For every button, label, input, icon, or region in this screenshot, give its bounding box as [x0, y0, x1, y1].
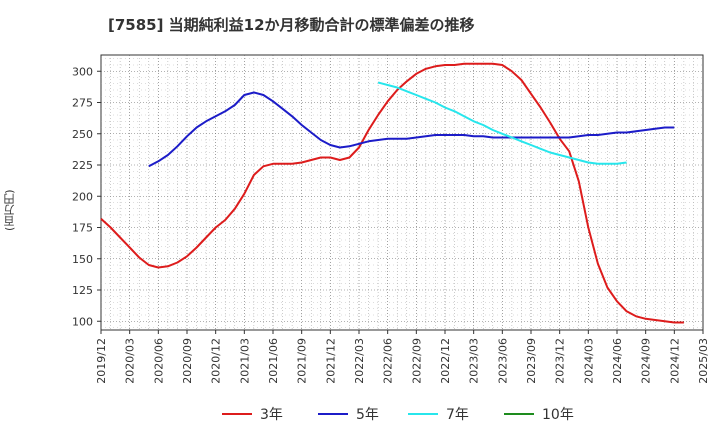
y-tick-label: 250 [72, 128, 93, 141]
x-tick-label: 2024/09 [640, 338, 653, 384]
x-tick-label: 2022/12 [439, 338, 452, 384]
x-tick-label: 2022/06 [382, 338, 395, 384]
x-tick-label: 2023/12 [554, 338, 567, 384]
x-tick-label: 2024/03 [582, 338, 595, 384]
x-tick-label: 2020/06 [152, 338, 165, 384]
x-tick-label: 2021/09 [296, 338, 309, 384]
chart-title: [7585] 当期純利益12か月移動合計の標準偏差の推移 [108, 16, 475, 34]
y-tick-label: 100 [72, 315, 93, 328]
x-tick-label: 2021/12 [324, 338, 337, 384]
x-tick-label: 2025/03 [697, 338, 710, 384]
x-tick-label: 2023/03 [468, 338, 481, 384]
x-tick-label: 2023/06 [496, 338, 509, 384]
y-tick-label: 275 [72, 97, 93, 110]
x-tick-label: 2022/03 [353, 338, 366, 384]
x-tick-label: 2022/09 [410, 338, 423, 384]
x-tick-label: 2020/09 [181, 338, 194, 384]
x-tick-label: 2023/09 [525, 338, 538, 384]
x-tick-label: 2024/06 [611, 338, 624, 384]
legend-label-4: 10年 [542, 407, 574, 423]
legend-label-3: 7年 [446, 407, 469, 423]
legend-label-2: 5年 [356, 407, 379, 423]
y-tick-label: 225 [72, 159, 93, 172]
y-tick-label: 300 [72, 65, 93, 78]
y-tick-label: 200 [72, 190, 93, 203]
y-tick-label: 175 [72, 222, 93, 235]
series-line-1 [100, 62, 684, 324]
x-tick-label: 2024/12 [668, 338, 681, 384]
series-line-2 [148, 91, 675, 168]
x-tick-label: 2021/03 [238, 338, 251, 384]
series-line-3 [377, 81, 627, 165]
legend-label-1: 3年 [260, 407, 283, 423]
x-tick-label: 2020/03 [124, 338, 137, 384]
x-tick-label: 2021/06 [267, 338, 280, 384]
y-tick-label: 125 [72, 284, 93, 297]
x-tick-label: 2019/12 [95, 338, 108, 384]
y-tick-label: 150 [72, 253, 93, 266]
plot-frame [100, 54, 704, 331]
x-tick-label: 2020/12 [210, 338, 223, 384]
